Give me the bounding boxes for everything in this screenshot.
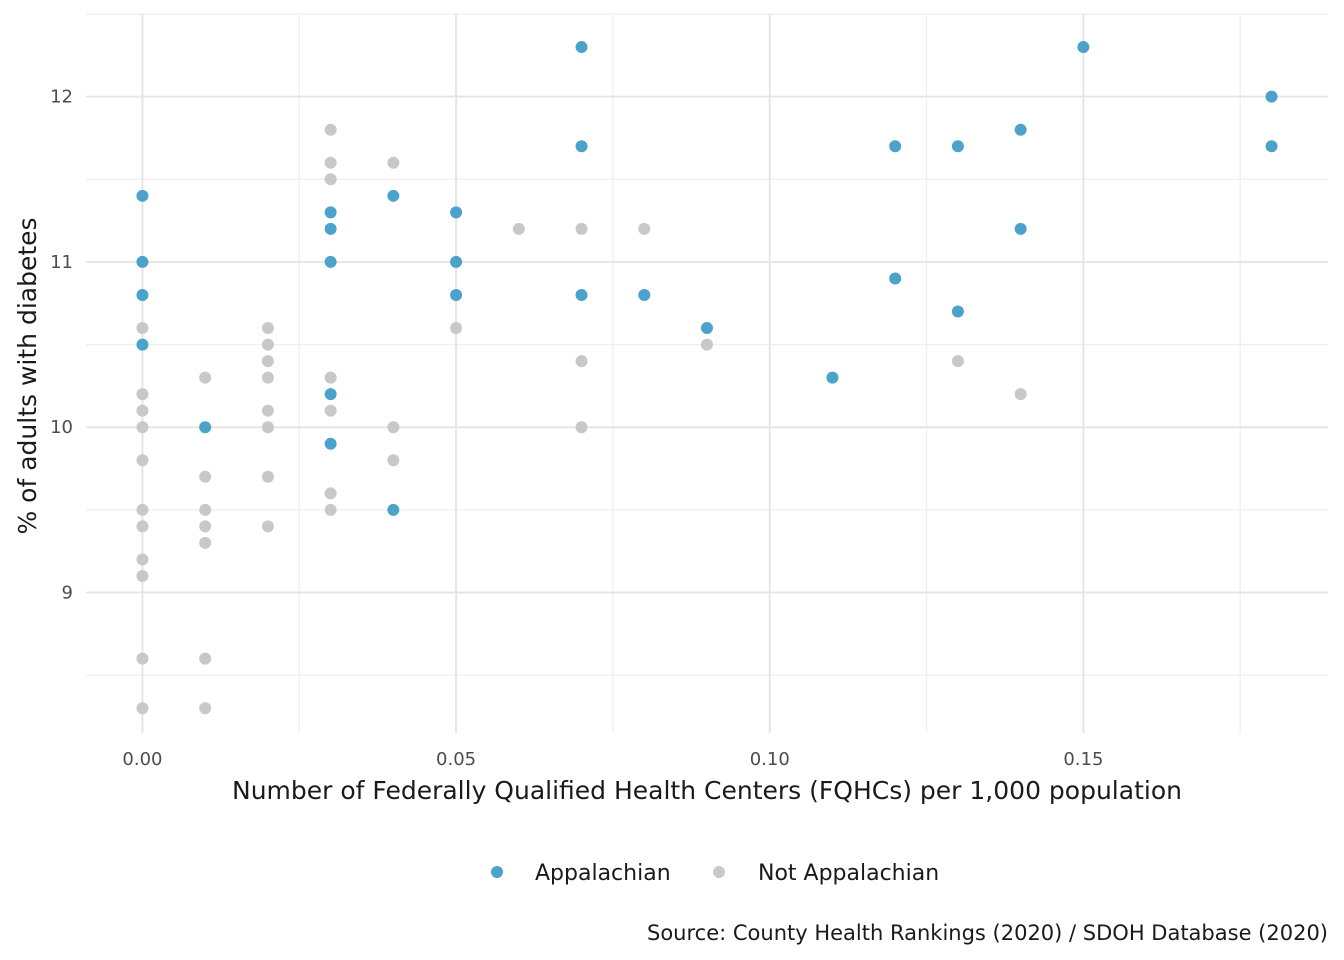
legend-label-not-appalachian: Not Appalachian [758,861,939,886]
point-not-appalachian [199,536,212,549]
point-appalachian [575,288,588,301]
point-not-appalachian [575,355,588,368]
point-appalachian [324,437,337,450]
point-not-appalachian [199,520,212,533]
legend-label-appalachian: Appalachian [535,861,671,886]
point-not-appalachian [324,156,337,169]
x-tick-label: 0.05 [436,749,476,770]
x-axis-ticks: 0.00 0.05 0.10 0.15 [122,749,1103,770]
point-not-appalachian [324,487,337,500]
point-not-appalachian [136,322,149,335]
point-not-appalachian [638,222,651,235]
point-appalachian [136,288,149,301]
point-appalachian [324,206,337,219]
point-not-appalachian [261,520,274,533]
point-appalachian [1265,140,1278,153]
point-appalachian [450,255,463,268]
legend-key-appalachian [491,866,503,878]
point-appalachian [324,255,337,268]
point-appalachian [701,322,713,335]
point-appalachian [324,222,337,235]
point-not-appalachian [261,322,274,335]
point-appalachian [638,288,651,301]
point-not-appalachian [1014,388,1027,401]
point-appalachian [1077,41,1090,54]
point-not-appalachian [261,404,274,417]
point-not-appalachian [136,454,149,467]
point-appalachian [826,371,839,384]
point-not-appalachian [324,371,337,384]
y-tick-label: 12 [50,87,73,108]
x-tick-label: 0.00 [122,749,162,770]
point-appalachian [387,189,400,202]
point-appalachian [951,140,964,153]
legend-key-not-appalachian [713,866,725,878]
y-tick-label: 10 [50,417,73,438]
y-axis-title: % of adults with diabetes [13,217,42,534]
x-tick-label: 0.10 [750,749,790,770]
point-appalachian [387,503,400,516]
caption: Source: County Health Rankings (2020) / … [647,921,1328,945]
point-appalachian [889,140,902,153]
point-appalachian [450,206,463,219]
point-not-appalachian [199,652,212,665]
point-appalachian [575,41,588,54]
legend: Appalachian Not Appalachian [491,861,939,886]
point-appalachian [1014,222,1027,235]
point-appalachian [951,305,964,318]
point-appalachian [136,255,149,268]
point-not-appalachian [136,388,149,401]
y-axis-ticks: 9 10 11 12 [50,87,73,604]
point-appalachian [136,189,149,202]
point-not-appalachian [575,222,588,235]
point-appalachian [324,388,337,401]
point-appalachian [199,421,212,434]
point-not-appalachian [199,470,212,483]
point-not-appalachian [450,322,463,335]
point-not-appalachian [199,371,212,384]
x-axis-title: Number of Federally Qualified Health Cen… [232,776,1182,805]
point-not-appalachian [701,338,713,351]
point-appalachian [450,288,463,301]
y-tick-label: 9 [62,583,73,604]
y-tick-label: 11 [50,252,73,273]
point-not-appalachian [136,553,149,566]
point-not-appalachian [136,404,149,417]
point-not-appalachian [199,503,212,516]
point-not-appalachian [136,503,149,516]
point-appalachian [136,338,149,351]
point-not-appalachian [136,702,149,715]
point-not-appalachian [261,338,274,351]
point-not-appalachian [136,520,149,533]
x-tick-label: 0.15 [1063,749,1103,770]
data-points [136,41,1278,715]
point-not-appalachian [387,156,400,169]
point-not-appalachian [575,421,588,434]
point-appalachian [1265,90,1278,103]
point-not-appalachian [324,173,337,186]
point-not-appalachian [261,421,274,434]
point-not-appalachian [324,123,337,136]
point-appalachian [1014,123,1027,136]
point-not-appalachian [261,371,274,384]
point-not-appalachian [261,355,274,368]
point-not-appalachian [324,404,337,417]
point-not-appalachian [387,421,400,434]
point-not-appalachian [199,702,212,715]
point-not-appalachian [261,470,274,483]
point-not-appalachian [512,222,525,235]
point-appalachian [889,272,902,285]
point-not-appalachian [387,454,400,467]
point-appalachian [575,140,588,153]
point-not-appalachian [324,503,337,516]
point-not-appalachian [136,652,149,665]
point-not-appalachian [136,421,149,434]
point-not-appalachian [951,355,964,368]
point-not-appalachian [136,569,149,582]
grid [86,13,1328,733]
